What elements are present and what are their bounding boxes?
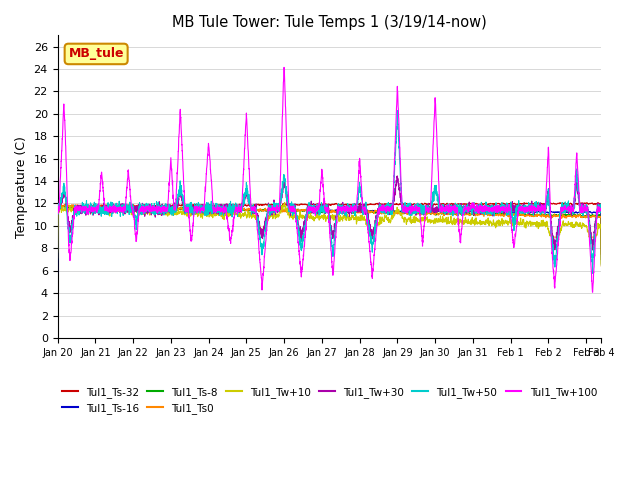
- Text: MB_tule: MB_tule: [68, 48, 124, 60]
- Legend: Tul1_Ts-32, Tul1_Ts-16, Tul1_Ts-8, Tul1_Ts0, Tul1_Tw+10, Tul1_Tw+30, Tul1_Tw+50,: Tul1_Ts-32, Tul1_Ts-16, Tul1_Ts-8, Tul1_…: [58, 383, 601, 418]
- Title: MB Tule Tower: Tule Temps 1 (3/19/14-now): MB Tule Tower: Tule Temps 1 (3/19/14-now…: [172, 15, 487, 30]
- Y-axis label: Temperature (C): Temperature (C): [15, 136, 28, 238]
